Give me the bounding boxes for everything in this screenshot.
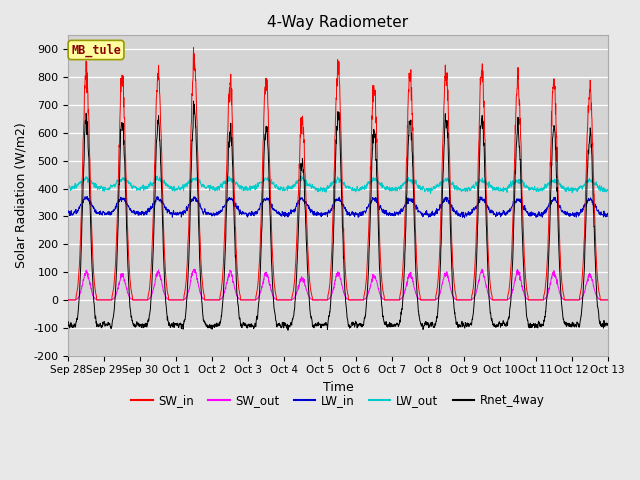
X-axis label: Time: Time (323, 381, 353, 394)
Text: MB_tule: MB_tule (71, 43, 121, 57)
Title: 4-Way Radiometer: 4-Way Radiometer (268, 15, 408, 30)
Legend: SW_in, SW_out, LW_in, LW_out, Rnet_4way: SW_in, SW_out, LW_in, LW_out, Rnet_4way (127, 390, 549, 412)
Y-axis label: Solar Radiation (W/m2): Solar Radiation (W/m2) (15, 122, 28, 268)
